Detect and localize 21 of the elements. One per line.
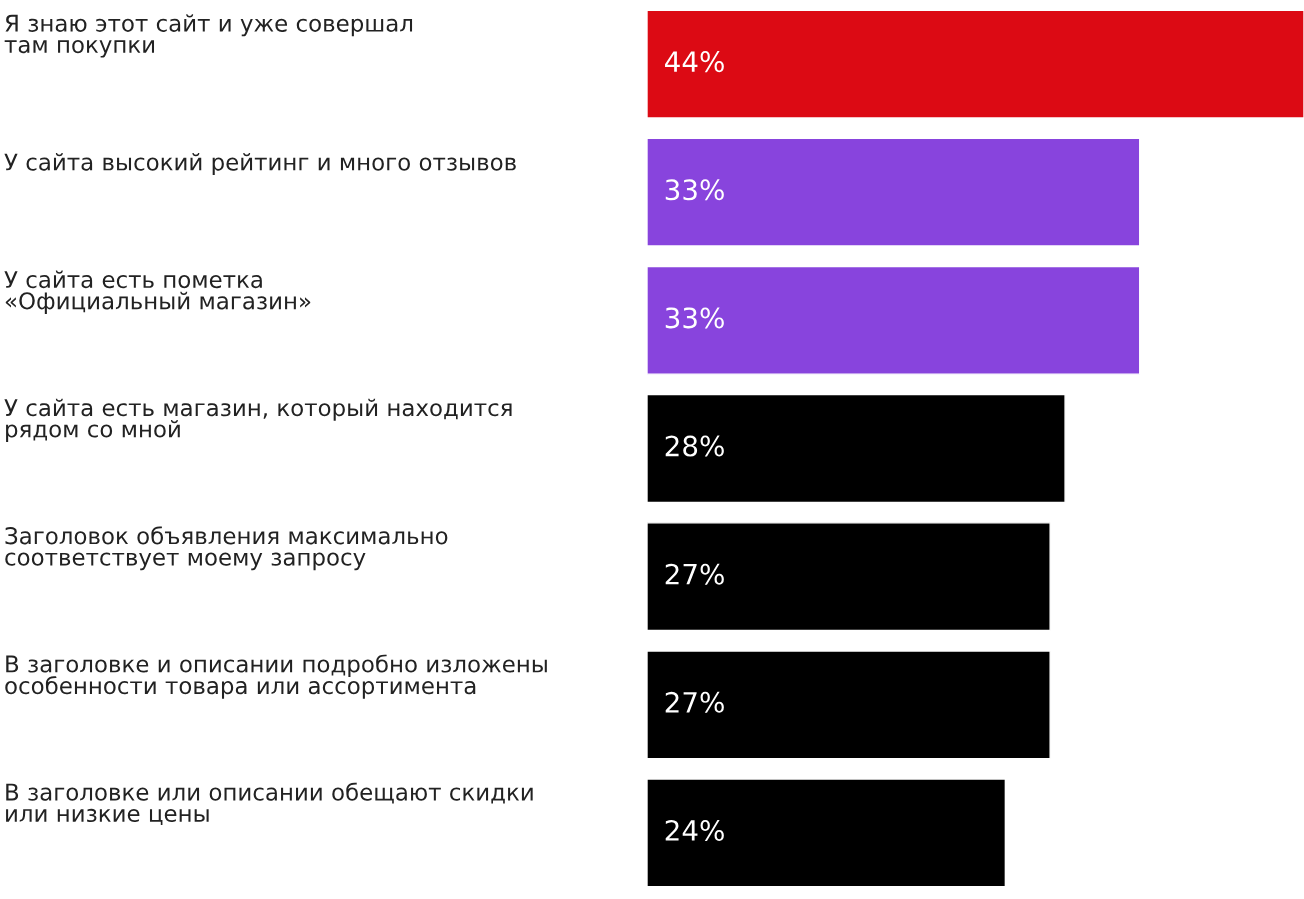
bar	[647, 522, 1051, 632]
data-label: 24%	[665, 819, 724, 841]
data-label: 28%	[665, 435, 724, 457]
data-label: 27%	[665, 563, 724, 585]
bar	[647, 265, 1141, 375]
bar	[647, 393, 1066, 504]
data-label: 44%	[665, 51, 724, 73]
bar	[647, 650, 1051, 760]
y-tick-label: У сайта есть магазин, который находится рядом со мной	[4, 398, 512, 443]
y-tick-label: У сайта высокий рейтинг и много отзывов	[4, 153, 516, 176]
y-tick-label: Заголовок объявления максимально соответствует моему запросу	[5, 526, 448, 571]
y-tick-label: Я знаю этот сайт и уже совершал там покупки	[4, 14, 413, 58]
y-tick-label: У сайта есть пометка «Официальный магазин»	[4, 270, 311, 314]
data-label: 33%	[665, 307, 724, 329]
y-tick-label: В заголовке или описании обещают скидки или низкие цены	[6, 782, 533, 825]
bar	[647, 137, 1141, 247]
y-tick-label: В заголовке и описании подробно изложены особенности товара или ассортимента	[5, 654, 547, 699]
bar	[647, 9, 1304, 119]
data-label: 27%	[665, 691, 724, 713]
data-label: 33%	[665, 179, 724, 201]
bar	[647, 778, 1007, 888]
